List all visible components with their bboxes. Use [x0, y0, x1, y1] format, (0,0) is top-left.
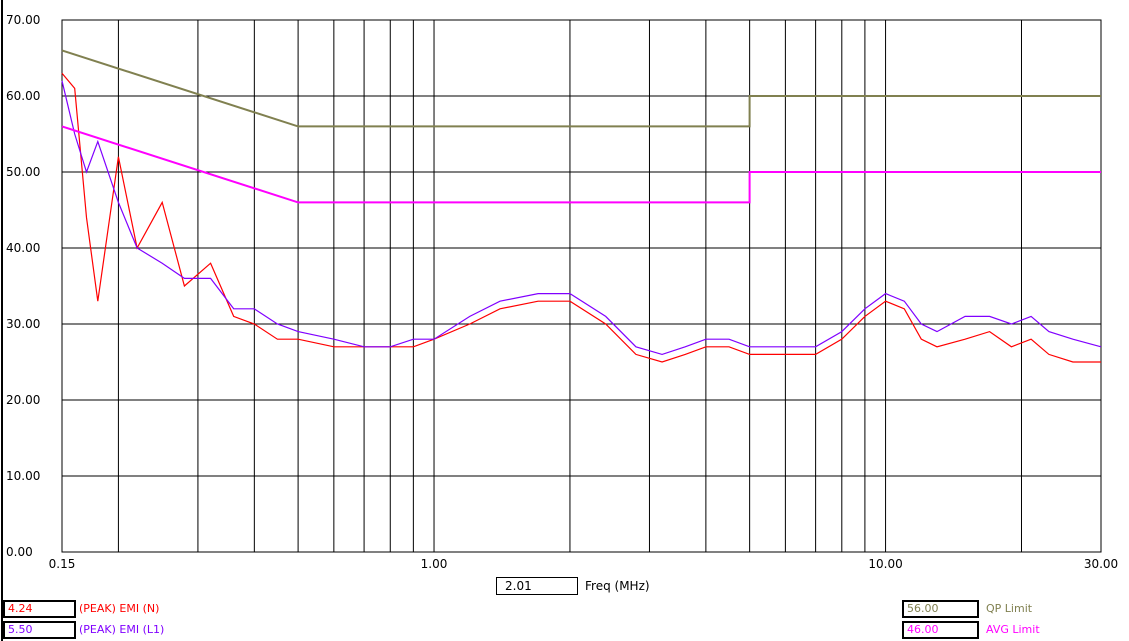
- y-tick-label: 50.00: [6, 165, 40, 179]
- legend-value-emi-n: 4.24: [3, 600, 76, 618]
- y-tick-label: 40.00: [6, 241, 40, 255]
- grid: [61, 19, 1102, 553]
- x-tick-label: 0.15: [49, 557, 76, 571]
- y-tick-label: 70.00: [6, 13, 40, 27]
- series-line-2: [61, 72, 1101, 363]
- cursor-frequency-readout: 2.01: [496, 577, 578, 595]
- y-tick-label: 10.00: [6, 469, 40, 483]
- legend-label-qp-limit: QP Limit: [986, 602, 1033, 615]
- y-tick-label: 20.00: [6, 393, 40, 407]
- legend-value-emi-l1: 5.50: [3, 621, 76, 639]
- series-layer: [61, 49, 1102, 363]
- plot-frame: [61, 19, 1102, 553]
- series-line-1: [61, 125, 1101, 204]
- legend-value-qp-limit: 56.00: [902, 600, 979, 618]
- legend-label-emi-n: (PEAK) EMI (N): [79, 602, 160, 615]
- y-tick-label: 0.00: [6, 545, 33, 559]
- series-line-0: [61, 49, 1101, 128]
- x-tick-label: 10.00: [868, 557, 902, 571]
- x-tick-label: 1.00: [421, 557, 448, 571]
- axis-labels: 0.00 10.00 20.00 30.00 40.00 50.00 60.00 70.00 0…: [6, 13, 1118, 571]
- series-line-3: [61, 80, 1102, 356]
- legend-label-avg-limit: AVG Limit: [986, 623, 1040, 636]
- legend-value-avg-limit: 46.00: [902, 621, 979, 639]
- y-tick-label: 60.00: [6, 89, 40, 103]
- x-tick-label: 30.00: [1084, 557, 1118, 571]
- y-tick-label: 30.00: [6, 317, 40, 331]
- legend-label-emi-l1: (PEAK) EMI (L1): [79, 623, 165, 636]
- cursor-frequency-label: Freq (MHz): [585, 579, 650, 593]
